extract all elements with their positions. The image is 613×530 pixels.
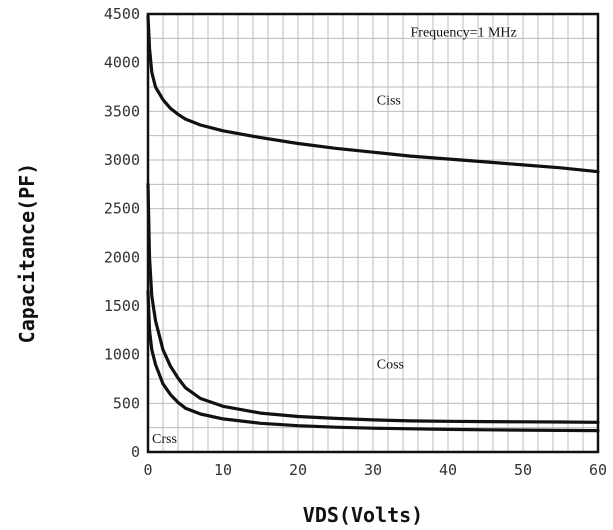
x-tick-label: 60: [589, 461, 607, 479]
y-tick-label: 0: [131, 443, 140, 461]
x-tick-labels: 0 10 20 30 40 50 60: [143, 461, 607, 479]
x-tick-label: 30: [364, 461, 382, 479]
series-line-coss: [146, 182, 600, 424]
plot-frame: [146, 12, 600, 454]
series-line-ciss: [146, 14, 600, 174]
chart-annotation: Ciss: [377, 94, 401, 109]
x-tick-label: 0: [143, 461, 152, 479]
x-tick-label: 40: [439, 461, 457, 479]
chart-annotations: Frequency=1 MHz Ciss Coss Crss: [152, 25, 517, 447]
y-tick-label: 4500: [104, 5, 140, 23]
y-tick-label: 2000: [104, 248, 140, 266]
chart-annotation: Frequency=1 MHz: [411, 25, 517, 40]
y-tick-labels: 0 500 1000 1500 2000 2500 3000 3500 4000 4500: [104, 5, 140, 461]
y-tick-label: 1000: [104, 346, 140, 364]
y-tick-label: 1500: [104, 297, 140, 315]
y-tick-label: 4000: [104, 54, 140, 72]
x-tick-label: 50: [514, 461, 532, 479]
x-tick-label: 20: [289, 461, 307, 479]
y-axis-title: Capacitance(PF): [15, 163, 39, 344]
y-tick-label: 3000: [104, 151, 140, 169]
chart-series: [146, 14, 600, 433]
y-tick-label: 3500: [104, 102, 140, 120]
chart-grid: [148, 14, 598, 452]
series-line-crss: [146, 289, 600, 433]
y-tick-label: 500: [113, 394, 140, 412]
chart-annotation: Coss: [377, 357, 404, 372]
chart-annotation: Crss: [152, 432, 177, 447]
x-tick-label: 10: [214, 461, 232, 479]
y-tick-label: 2500: [104, 200, 140, 218]
x-axis-title: VDS(Volts): [303, 503, 423, 527]
